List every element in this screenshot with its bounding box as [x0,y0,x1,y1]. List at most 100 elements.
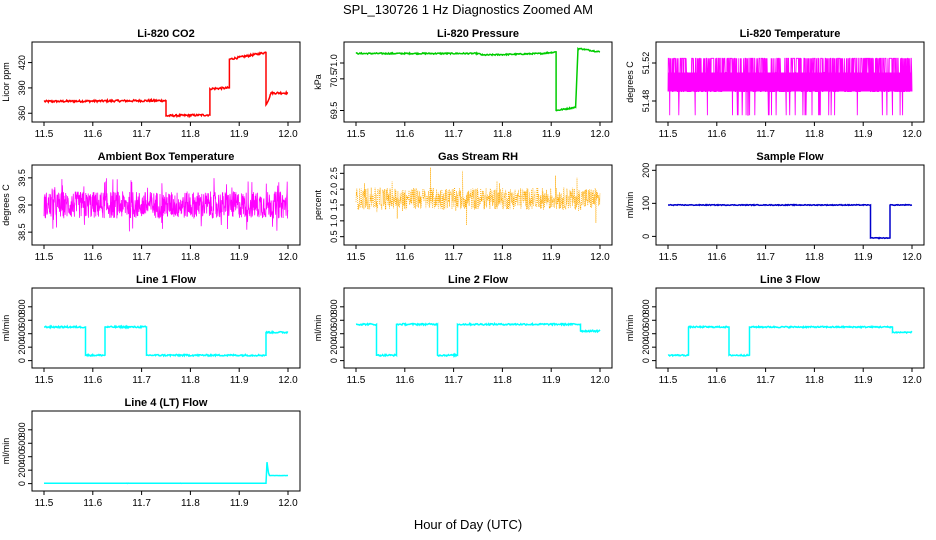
x-tick-label: 11.8 [805,129,824,140]
x-tick-label: 11.8 [805,252,824,263]
x-axis-label: Hour of Day (UTC) [413,517,523,532]
y-tick-label: 2.0 [329,183,339,196]
x-tick-label: 11.6 [395,129,414,140]
x-tick-label: 11.7 [132,375,151,386]
x-tick-label: 11.9 [230,252,249,263]
y-tick-label: 38.5 [17,223,27,241]
y-tick-label: 400 [641,326,651,341]
panel-10: Line 4 (LT) Flow 11.5 11.6 11.7 11.8 11.9 12.0… [1,397,301,509]
x-tick-label: 11.8 [181,252,200,263]
y-tick-label: 0 [329,358,339,363]
panel-title: Line 2 Flow [448,274,508,286]
y-tick-label: 200 [641,340,651,355]
x-tick-label: 12.0 [902,375,922,386]
x-tick-label: 11.7 [444,129,463,140]
panel-8: Line 2 Flow 11.5 11.6 11.7 11.8 11.9 12.0 0 2004… [313,274,613,386]
series-line [43,51,289,119]
panel-7: Line 1 Flow 11.5 11.6 11.7 11.8 11.9 12.0 0 2004… [1,274,301,386]
x-tick-label: 11.5 [35,129,54,140]
x-tick-label: 11.5 [35,375,54,386]
y-tick-label: 0 [641,234,651,239]
x-tick-label: 11.8 [493,252,512,263]
x-tick-label: 11.6 [83,375,102,386]
panel-9: Line 3 Flow 11.5 11.6 11.7 11.8 11.9 12.0 0 2004… [625,274,925,386]
panel-title: Line 4 (LT) Flow [125,397,208,409]
y-tick-label: 800 [17,422,27,437]
x-tick-label: 12.0 [590,129,610,140]
y-tick-label: 390 [17,80,27,95]
y-tick-label: 69.5 [329,102,339,120]
x-tick-label: 11.8 [805,375,824,386]
x-tick-label: 11.8 [181,375,200,386]
x-tick-label: 11.7 [444,252,463,263]
series-line [44,462,288,485]
y-tick-label: 800 [329,299,339,314]
y-tick-label: 0 [641,358,651,363]
y-tick-label: 0.5 [329,230,339,243]
y-axis-label: ml/min [1,315,11,342]
y-tick-label: 51.52 [641,52,651,75]
x-tick-label: 12.0 [278,498,298,509]
x-tick-label: 11.6 [707,375,726,386]
y-tick-label: 39.0 [17,196,27,214]
panel-2: Li-820 Pressure 11.5 11.6 11.7 11.8 11.9 12.0 6… [313,28,613,140]
panel-title: Gas Stream RH [438,151,518,163]
series-line [355,46,601,112]
series-line [44,324,289,358]
x-tick-label: 12.0 [590,252,610,263]
y-tick-label: 360 [17,106,27,121]
x-tick-label: 11.8 [493,375,512,386]
series-line [355,167,601,226]
y-tick-label: 200 [17,463,27,478]
y-tick-label: 51.48 [641,90,651,113]
y-tick-label: 2.5 [329,167,339,180]
y-axis-label: kPa [313,74,323,90]
y-tick-label: 0 [17,358,27,363]
plot-frame [655,287,925,369]
y-tick-label: 0 [17,481,27,486]
panel-3: Li-820 Temperature 11.5 11.6 11.7 11.8 11.9 12… [625,28,925,140]
x-tick-label: 11.5 [347,375,366,386]
y-tick-label: 600 [17,436,27,451]
y-tick-label: 200 [641,163,651,178]
panel-5: Gas Stream RH 11.5 11.6 11.7 11.8 11.9 12.0 0.5… [313,151,613,263]
x-tick-label: 11.6 [395,252,414,263]
x-tick-label: 11.9 [542,252,561,263]
y-tick-label: 600 [641,313,651,328]
x-tick-label: 11.5 [659,252,678,263]
series-line [667,57,913,116]
panel-title: Ambient Box Temperature [98,151,235,163]
y-tick-label: 71.0 [329,54,339,72]
y-tick-label: 1.0 [329,215,339,228]
plot-frame [343,41,613,123]
x-tick-label: 11.5 [35,498,54,509]
x-tick-label: 11.7 [756,375,775,386]
y-axis-label: ml/min [1,438,11,465]
figure-title: SPL_130726 1 Hz Diagnostics Zoomed AM [342,2,594,17]
x-tick-label: 11.5 [35,252,54,263]
plot-frame [655,41,925,123]
panel-title: Sample Flow [756,151,824,163]
y-tick-label: 39.5 [17,169,27,187]
series-line [355,321,601,359]
x-tick-label: 11.6 [83,129,102,140]
plot-frame [343,287,613,369]
panel-6: Sample Flow 11.5 11.6 11.7 11.8 11.9 12.0 0 100 2… [625,151,925,263]
plot-frame [343,164,613,246]
y-axis-label: Licor ppm [1,62,11,102]
x-tick-label: 12.0 [278,375,298,386]
y-axis-label: ml/min [625,315,635,342]
y-axis-label: degrees C [1,184,11,226]
y-tick-label: 600 [329,313,339,328]
series-line [43,178,289,232]
x-tick-label: 11.7 [756,252,775,263]
x-tick-label: 11.7 [444,375,463,386]
y-axis-label: percent [313,189,323,220]
x-tick-label: 11.5 [347,252,366,263]
y-tick-label: 100 [641,196,651,211]
x-tick-label: 12.0 [590,375,610,386]
x-tick-label: 11.7 [756,129,775,140]
y-tick-label: 600 [17,313,27,328]
y-axis-label: ml/min [625,192,635,219]
